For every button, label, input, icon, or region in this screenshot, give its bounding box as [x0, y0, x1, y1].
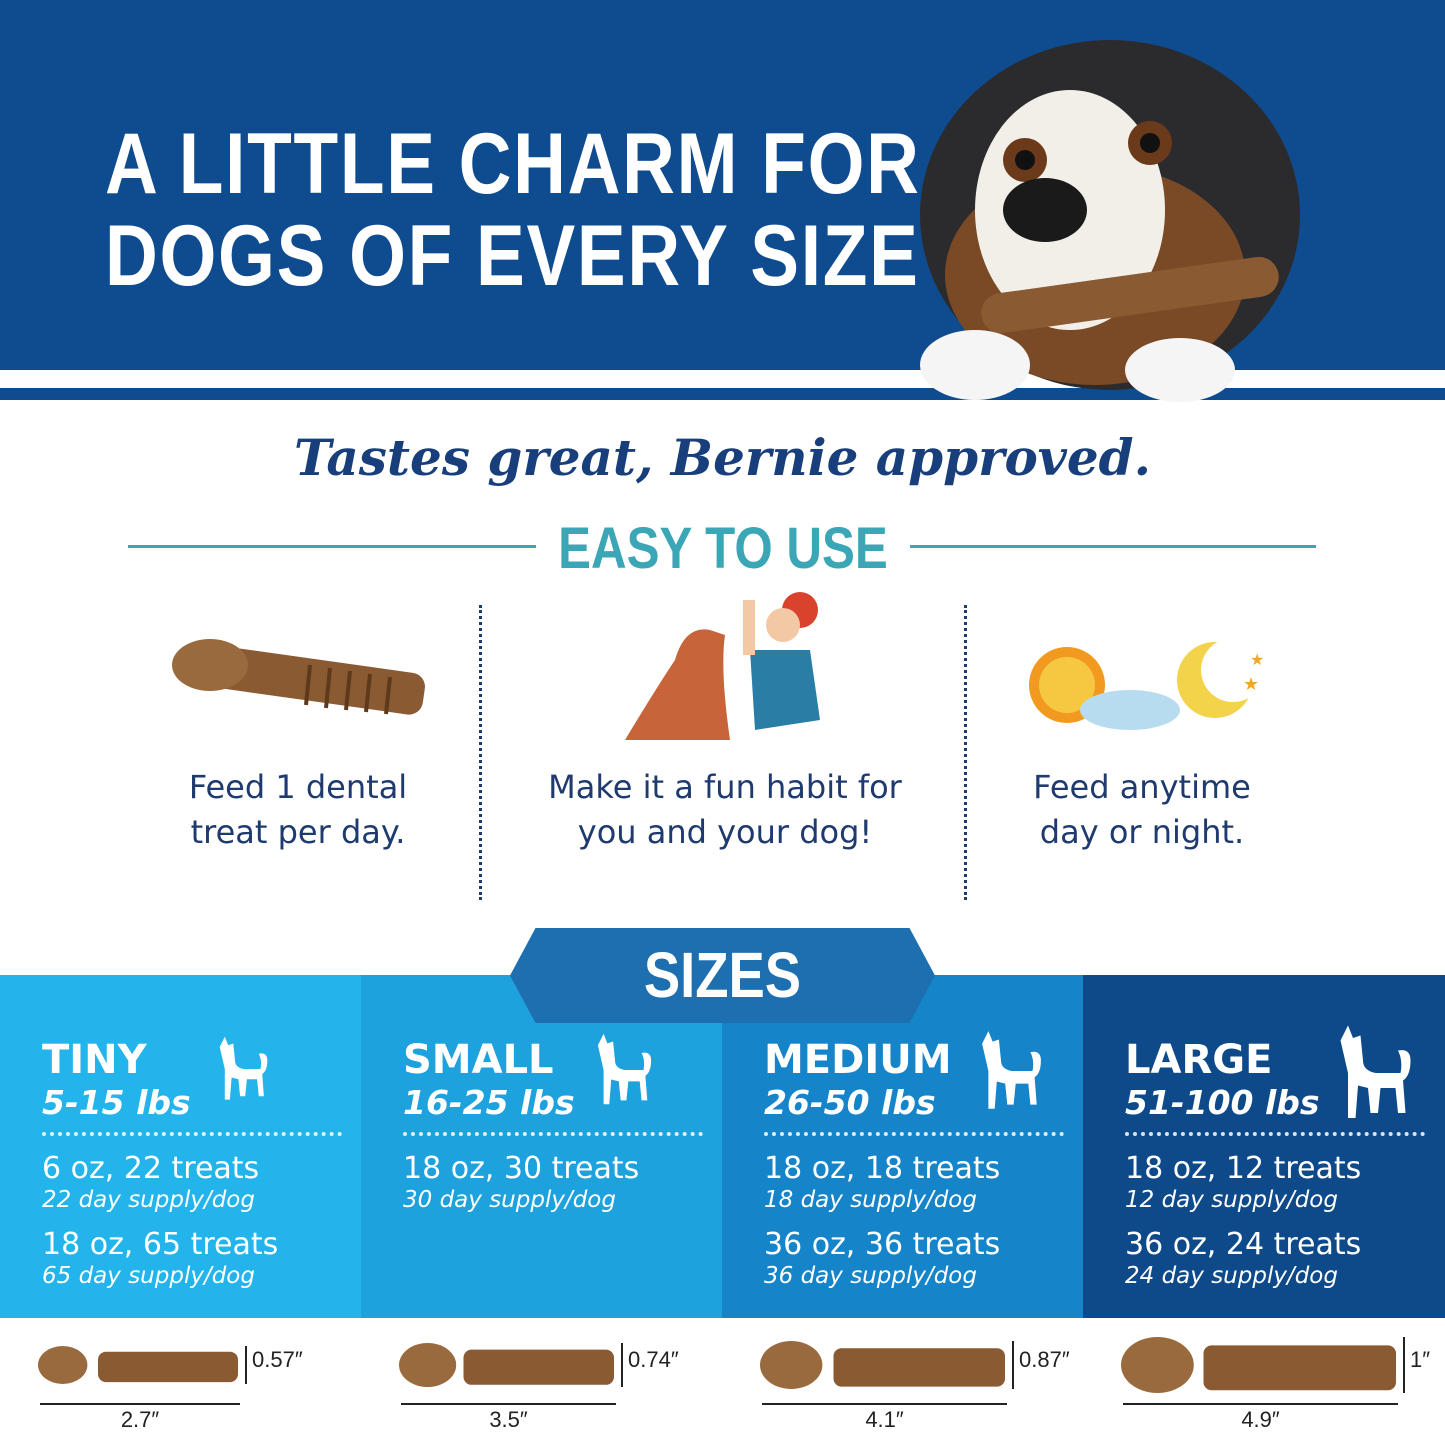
- treat-height: 0.87″: [1019, 1347, 1070, 1372]
- weight-range: 51-100 lbs: [1125, 1083, 1320, 1122]
- supply-duration: 12 day supply/dog: [1125, 1187, 1338, 1213]
- package-size: 6 oz, 22 treats: [42, 1151, 260, 1186]
- treat-dimensions: 0.74″ 3.5″: [391, 1325, 751, 1432]
- dental-treat-icon: [172, 639, 425, 715]
- weight-range: 16-25 lbs: [403, 1083, 575, 1122]
- size-name: LARGE: [1125, 1037, 1273, 1083]
- weight-range: 5-15 lbs: [42, 1083, 191, 1122]
- feature-feed-daily: Feed 1 dental treat per day.: [188, 768, 408, 851]
- feature-separator: [964, 605, 967, 900]
- headline: A LITTLE CHARM FOR DOGS OF EVERY SIZE: [105, 118, 921, 302]
- divider-line-right: [910, 545, 1316, 548]
- headline-line-2: DOGS OF EVERY SIZE: [105, 208, 920, 304]
- treat-length: 4.1″: [865, 1407, 904, 1432]
- dotted-divider: [403, 1132, 703, 1136]
- supply-duration: 18 day supply/dog: [764, 1187, 977, 1213]
- treat-height: 0.57″: [252, 1347, 303, 1372]
- package-option: 6 oz, 22 treats 22 day supply/dog: [42, 1151, 278, 1213]
- package-size: 36 oz, 24 treats: [1125, 1227, 1362, 1262]
- weight-range: 26-50 lbs: [764, 1083, 936, 1122]
- supply-duration: 24 day supply/dog: [1125, 1263, 1338, 1289]
- feature-separator: [479, 605, 482, 900]
- treat-image: [399, 1343, 614, 1387]
- svg-text:★: ★: [1250, 650, 1264, 669]
- treat-height: 0.74″: [628, 1347, 679, 1372]
- divider-line-left: [128, 545, 536, 548]
- size-column-small: SMALL 16-25 lbs 18 oz, 30 treats 30 day s…: [361, 975, 723, 1318]
- high-five-icon: [625, 592, 820, 740]
- package-option: 36 oz, 36 treats 36 day supply/dog: [764, 1227, 1000, 1289]
- package-option: 18 oz, 65 treats 65 day supply/dog: [42, 1227, 278, 1289]
- package-option: 36 oz, 24 treats 24 day supply/dog: [1125, 1227, 1361, 1289]
- supply-duration: 30 day supply/dog: [403, 1187, 616, 1213]
- treat-height: 1″: [1410, 1347, 1431, 1372]
- treat-dimensions: 0.57″ 2.7″: [30, 1325, 390, 1432]
- size-column-large: LARGE 51-100 lbs 18 oz, 12 treats 12 day …: [1083, 975, 1445, 1318]
- package-size: 18 oz, 30 treats: [403, 1151, 640, 1186]
- dotted-divider: [42, 1132, 342, 1136]
- treat-image: [1121, 1337, 1396, 1393]
- dotted-divider: [1125, 1132, 1425, 1136]
- sizes-title: SIZES: [510, 928, 935, 1023]
- size-column-medium: MEDIUM 26-50 lbs 18 oz, 18 treats 18 day …: [722, 975, 1084, 1318]
- dog-silhouette-icon: [982, 1031, 1041, 1109]
- treat-dimensions: 0.87″ 4.1″: [752, 1325, 1112, 1432]
- headline-line-1: A LITTLE CHARM FOR: [105, 116, 921, 212]
- package-option: 18 oz, 12 treats 12 day supply/dog: [1125, 1151, 1361, 1213]
- svg-text:★: ★: [1243, 674, 1259, 695]
- package-option: 18 oz, 18 treats 18 day supply/dog: [764, 1151, 1000, 1213]
- package-size: 18 oz, 12 treats: [1125, 1151, 1362, 1186]
- treat-length: 3.5″: [489, 1407, 528, 1432]
- package-size: 18 oz, 18 treats: [764, 1151, 1001, 1186]
- bernese-dog-illustration: [920, 40, 1300, 402]
- size-name: SMALL: [403, 1037, 554, 1083]
- package-option: 18 oz, 30 treats 30 day supply/dog: [403, 1151, 639, 1213]
- dog-silhouette-icon: [1340, 1025, 1411, 1118]
- feature-anytime: Feed anytime day or night.: [1033, 768, 1251, 851]
- dog-silhouette-icon: [219, 1036, 268, 1100]
- treat-length: 4.9″: [1241, 1407, 1280, 1432]
- feature-fun-habit: Make it a fun habit for you and your dog!: [548, 768, 902, 851]
- package-size: 36 oz, 36 treats: [764, 1227, 1001, 1262]
- treat-image: [38, 1346, 238, 1384]
- easy-to-use-title: EASY TO USE: [557, 516, 888, 581]
- size-name: TINY: [42, 1037, 147, 1083]
- supply-duration: 36 day supply/dog: [764, 1263, 977, 1289]
- dog-silhouette-icon: [597, 1033, 652, 1105]
- tagline: Tastes great, Bernie approved.: [293, 428, 1152, 487]
- sun-moon-icon: ★★: [1029, 638, 1265, 730]
- size-column-tiny: TINY 5-15 lbs 6 oz, 22 treats 22 day supp…: [0, 975, 362, 1318]
- supply-duration: 22 day supply/dog: [42, 1187, 255, 1213]
- supply-duration: 65 day supply/dog: [42, 1263, 255, 1289]
- package-size: 18 oz, 65 treats: [42, 1227, 279, 1262]
- header-stripe: [0, 388, 1445, 400]
- treat-dimensions: 1″ 4.9″: [1113, 1325, 1445, 1432]
- size-name: MEDIUM: [764, 1037, 952, 1083]
- treat-image: [760, 1341, 1005, 1389]
- dotted-divider: [764, 1132, 1064, 1136]
- treat-length: 2.7″: [120, 1407, 160, 1432]
